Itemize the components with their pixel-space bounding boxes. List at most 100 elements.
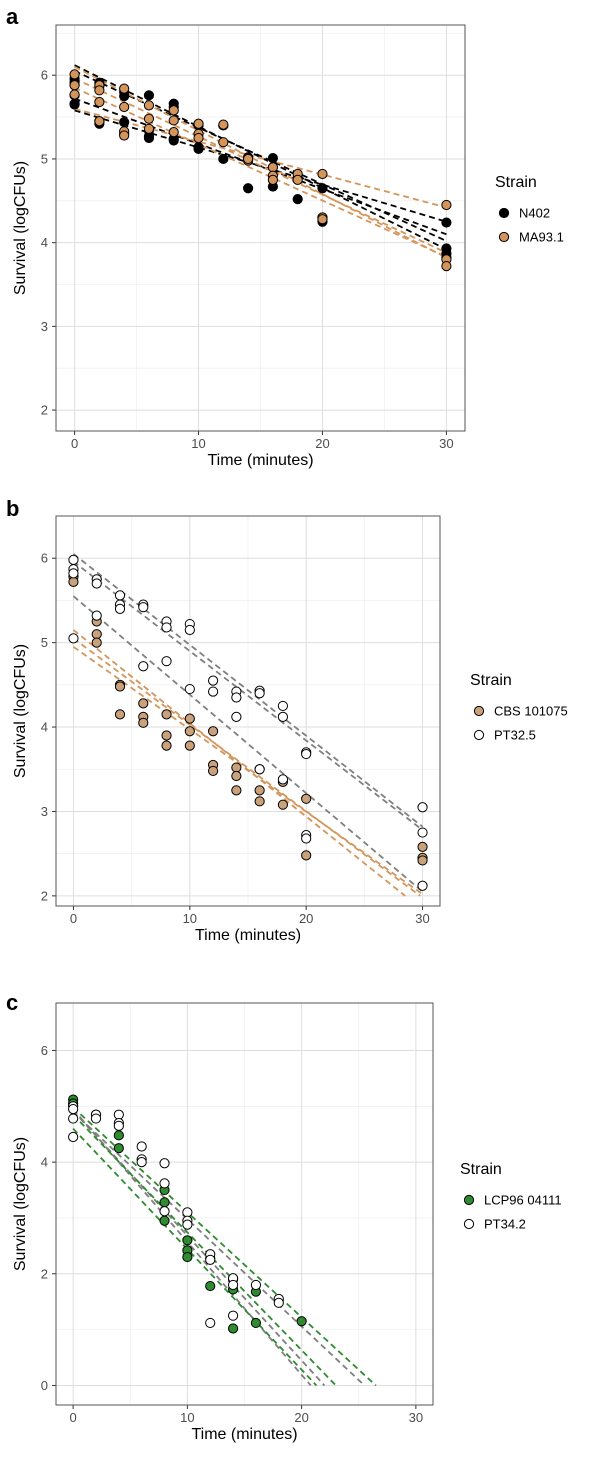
data-point (168, 105, 179, 116)
data-point (114, 603, 126, 614)
legend: Strain LCP96 04111 PT34.2 (460, 1161, 562, 1232)
x-axis-title: Time (minutes) (191, 1426, 297, 1443)
data-point (227, 1279, 239, 1291)
legend-title: Strain (495, 174, 537, 191)
data-point (205, 1254, 216, 1265)
data-point (143, 113, 155, 124)
data-point (138, 698, 149, 709)
legend-key (473, 729, 485, 741)
legend-key (463, 1194, 475, 1206)
x-tick-label: 10 (183, 911, 197, 926)
data-point (243, 183, 254, 194)
fit-line (74, 77, 447, 254)
y-axis-title: Survival (logCFUs) (12, 161, 29, 295)
data-point (143, 100, 155, 111)
fit-line (72, 553, 424, 828)
data-point (161, 730, 172, 741)
legend-label: LCP96 04111 (484, 1193, 562, 1208)
data-point (68, 1113, 79, 1124)
data-point (441, 217, 452, 228)
data-point (69, 69, 80, 80)
data-point (94, 116, 105, 127)
legend-key (463, 1218, 475, 1230)
data-point (182, 1219, 193, 1230)
data-point (184, 726, 195, 737)
chart-panel-c: c 0 10 20 30 0 2 4 6 Time (minutes) Survival (logC… (6, 990, 562, 1443)
y-tick-label: 3 (41, 319, 48, 334)
data-point (231, 770, 242, 782)
chart-panel-a: a 0 10 20 30 2 3 4 5 6 Time (minutes) Survival (log… (6, 4, 564, 469)
data-point (138, 717, 149, 728)
data-point (207, 726, 219, 737)
data-point (159, 1197, 170, 1208)
y-tick-label: 5 (41, 635, 48, 650)
data-point (193, 132, 204, 144)
legend-title: Strain (470, 672, 512, 689)
x-tick-label: 10 (180, 1410, 194, 1425)
x-tick-label: 10 (191, 436, 205, 451)
x-tick-label: 20 (294, 1410, 308, 1425)
data-point (119, 101, 130, 113)
data-point (114, 590, 126, 601)
fit-line (74, 107, 447, 209)
panel-letter: c (6, 990, 18, 1015)
data-point (277, 711, 289, 723)
legend-title: Strain (460, 1161, 502, 1178)
data-point (193, 118, 204, 129)
data-point (277, 774, 289, 785)
data-point (68, 633, 79, 644)
data-point (317, 168, 328, 180)
data-point (301, 748, 312, 760)
data-point (91, 637, 102, 648)
fit-line (72, 1114, 337, 1387)
data-point (161, 740, 172, 751)
fit-line (72, 629, 406, 897)
fit-line (74, 97, 447, 236)
data-point (243, 153, 254, 165)
data-point (69, 80, 80, 91)
data-point (68, 1131, 79, 1143)
data-point (143, 132, 155, 144)
data-point (227, 1310, 239, 1321)
fit-line (72, 560, 424, 831)
y-tick-label: 6 (41, 551, 48, 566)
y-tick-label: 2 (41, 403, 48, 418)
data-point (227, 1323, 239, 1334)
data-point (207, 675, 219, 686)
data-point (231, 762, 242, 773)
data-point (417, 841, 428, 853)
x-tick-label: 0 (71, 436, 78, 451)
data-point (119, 130, 130, 141)
plot-border (55, 515, 441, 907)
data-point (184, 713, 195, 724)
data-point (143, 90, 155, 101)
data-point (184, 740, 195, 751)
data-point (161, 709, 172, 720)
data-point (417, 880, 428, 891)
data-point (69, 98, 80, 109)
data-point (301, 833, 312, 844)
plot-border (55, 24, 466, 432)
data-point (231, 785, 242, 796)
data-point (68, 568, 79, 579)
data-point (417, 802, 428, 813)
fit-line (72, 1128, 318, 1387)
data-point (417, 855, 428, 866)
data-point (168, 115, 179, 126)
legend-label: MA93.1 (519, 230, 564, 245)
data-point (168, 127, 179, 138)
data-point (301, 793, 312, 804)
data-point (441, 260, 452, 272)
data-point (159, 1158, 170, 1169)
data-point (301, 850, 312, 861)
y-tick-label: 3 (41, 804, 48, 819)
y-tick-label: 5 (41, 151, 48, 166)
plot-border (55, 1002, 434, 1406)
data-point (159, 1178, 170, 1189)
legend-key (498, 207, 510, 219)
data-point (113, 1143, 124, 1154)
data-point (292, 174, 303, 185)
data-point (161, 622, 172, 633)
legend-label: CBS 101075 (494, 704, 568, 719)
data-point (159, 1206, 170, 1217)
